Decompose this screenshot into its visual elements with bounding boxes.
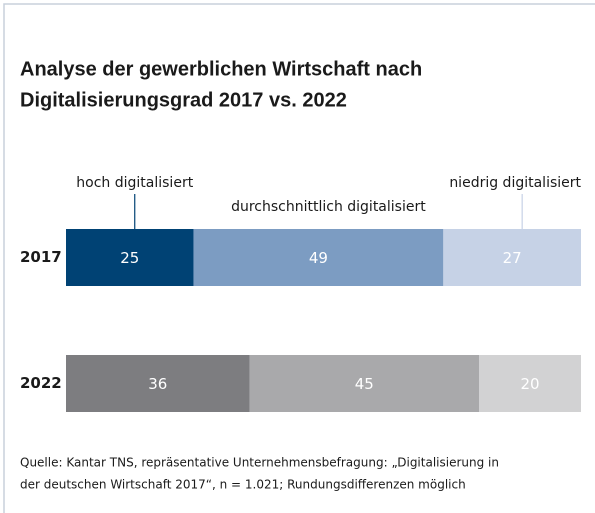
value-label: 49 xyxy=(309,249,328,267)
bar-segment xyxy=(479,355,581,412)
value-label: 25 xyxy=(120,249,139,267)
value-label: 45 xyxy=(355,375,374,393)
legend-label: niedrig digitalisiert xyxy=(449,175,581,191)
value-label: 36 xyxy=(148,375,167,393)
legend-label: durchschnittlich digitalisiert xyxy=(231,199,426,215)
category-label: 2022 xyxy=(20,374,62,392)
chart-title: Digitalisierungsgrad 2017 vs. 2022 xyxy=(20,89,347,111)
bar-segment xyxy=(249,355,480,412)
legend-label: hoch digitalisiert xyxy=(76,175,193,191)
bar-segment xyxy=(66,355,250,412)
bar-segment xyxy=(66,229,194,286)
source: der deutschen Wirtschaft 2017“, n = 1.02… xyxy=(20,478,466,492)
value-label: 27 xyxy=(503,249,522,267)
chart-title: Analyse der gewerblichen Wirtschaft nach xyxy=(20,58,422,80)
bar-segment xyxy=(443,229,581,286)
frame xyxy=(3,3,595,513)
bar-segment xyxy=(193,229,444,286)
source: Quelle: Kantar TNS, repräsentative Unter… xyxy=(20,456,499,470)
category-label: 2017 xyxy=(20,248,62,266)
value-label: 20 xyxy=(520,375,539,393)
